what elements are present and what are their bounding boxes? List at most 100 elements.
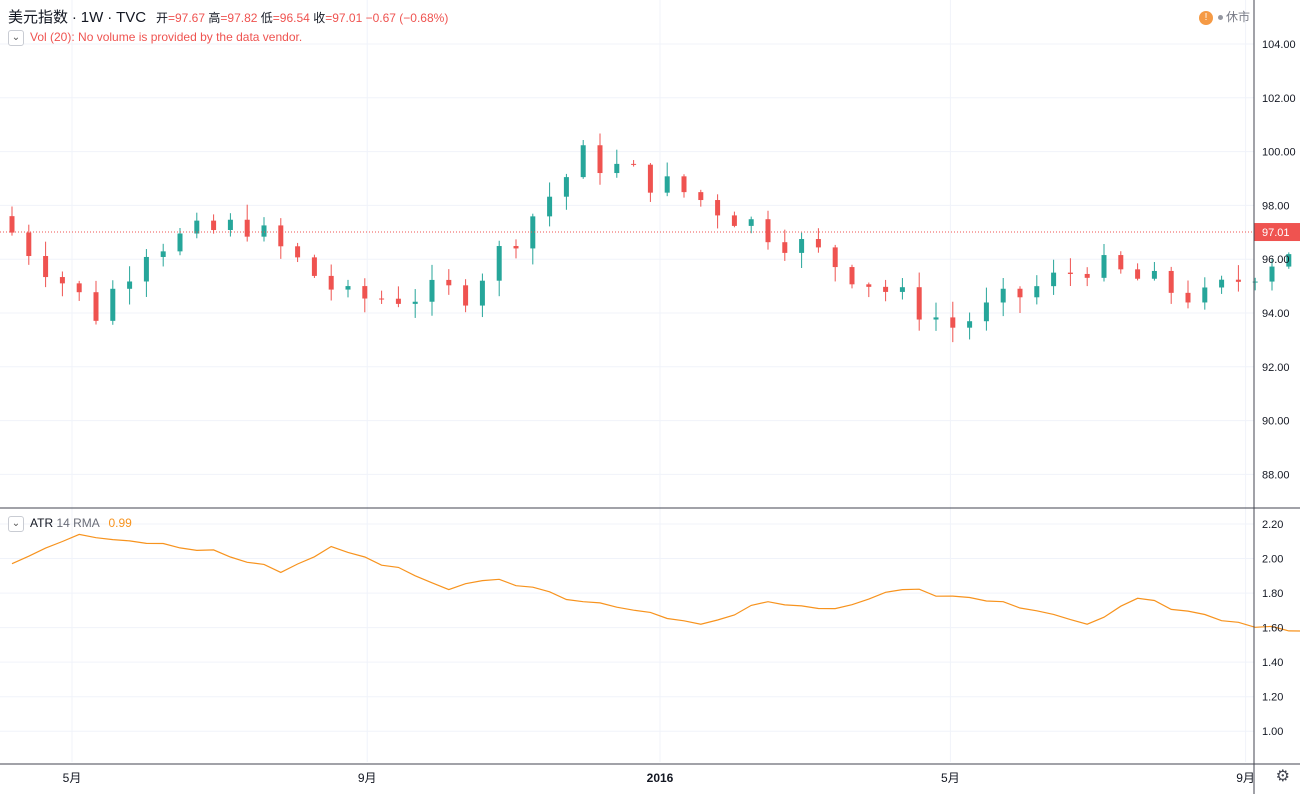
- candle-body: [160, 251, 166, 257]
- high-label: 高: [208, 11, 221, 25]
- price-tick-label: 98.00: [1262, 200, 1290, 212]
- atr-pane: [11, 533, 1300, 632]
- candle-body: [9, 216, 15, 233]
- candle-body: [765, 219, 771, 243]
- candle-body: [127, 281, 133, 289]
- candle-body: [1252, 281, 1258, 283]
- low-value: =96.54: [272, 11, 310, 25]
- candle-body: [76, 283, 82, 293]
- candle-body: [849, 267, 855, 285]
- low-label: 低: [260, 11, 273, 25]
- candle-body: [614, 163, 620, 174]
- open-value: =97.67: [167, 11, 206, 25]
- candle-body: [261, 225, 267, 237]
- chevron-down-icon[interactable]: ⌄: [8, 30, 24, 46]
- candle-body: [1235, 279, 1241, 282]
- candle-body: [278, 225, 284, 247]
- candle-body: [799, 239, 805, 253]
- candle-body: [379, 298, 385, 300]
- market-status-label: 休市: [1225, 10, 1250, 24]
- candle-body: [597, 145, 603, 174]
- candle-body: [345, 286, 351, 290]
- candle-body: [429, 279, 435, 302]
- candle-body: [1084, 273, 1090, 278]
- price-tick-label: 102.00: [1262, 93, 1296, 105]
- candle-body: [580, 145, 586, 178]
- candle-body: [1202, 287, 1208, 303]
- time-axis-label: 9月: [358, 771, 377, 785]
- open-label: 开: [155, 11, 168, 25]
- time-axis-label: 9月: [1236, 771, 1255, 785]
- candle-body: [530, 216, 536, 249]
- atr-value: 0.99: [108, 516, 132, 531]
- atr-tick-label: 1.80: [1262, 588, 1283, 600]
- legend-separator: ·: [71, 9, 77, 26]
- candle-body: [446, 279, 452, 286]
- candle-body: [1219, 279, 1225, 288]
- candle-body: [412, 301, 418, 304]
- candle-body: [950, 317, 956, 328]
- candle-body: [916, 287, 922, 320]
- gear-icon[interactable]: ⚙: [1275, 768, 1290, 785]
- time-axis-label: 5月: [63, 771, 82, 785]
- candle-body: [967, 321, 973, 328]
- time-axis-label: 5月: [941, 771, 960, 785]
- price-tick-label: 90.00: [1262, 416, 1290, 428]
- price-tick-label: 88.00: [1262, 469, 1290, 481]
- candle-body: [1135, 269, 1141, 279]
- candle-body: [513, 246, 519, 249]
- market-status[interactable]: ! 休市: [1198, 8, 1250, 25]
- atr-legend: ⌄ ATR 14 RMA 0.99: [8, 516, 132, 532]
- candle-body: [496, 246, 502, 281]
- ohlc-values: 开=97.67 高=97.82 低=96.54 收=97.01 −0.67 (−…: [156, 11, 448, 25]
- candle-body: [832, 247, 838, 268]
- price-tick-label: 94.00: [1262, 308, 1290, 320]
- candle-body: [395, 298, 401, 304]
- last-price-badge: [1254, 223, 1300, 242]
- interval[interactable]: 1W: [80, 9, 104, 26]
- candle-body: [547, 196, 553, 217]
- candle-body: [1151, 270, 1157, 279]
- candle-body: [899, 287, 905, 292]
- price-tick-label: 100.00: [1262, 147, 1296, 159]
- atr-tick-label: 2.00: [1262, 554, 1283, 566]
- atr-tick-label: 2.20: [1262, 519, 1283, 531]
- price-tick-label: 96.00: [1262, 254, 1290, 266]
- change-value: −0.67 (−0.68%): [365, 11, 449, 25]
- candle-body: [1168, 270, 1174, 293]
- candle-body: [563, 177, 569, 197]
- atr-tick-label: 1.60: [1262, 623, 1283, 635]
- chevron-down-icon[interactable]: ⌄: [8, 516, 24, 532]
- candle-body: [211, 220, 217, 231]
- candle-body: [715, 200, 721, 216]
- candle-body: [143, 256, 149, 282]
- candle-body: [227, 219, 233, 231]
- close-label: 收: [313, 11, 326, 25]
- main-legend: 美元指数 · 1W · TVC 开=97.67 高=97.82 低=96.54 …: [8, 6, 448, 27]
- candle-body: [731, 215, 737, 226]
- candle-body: [883, 286, 889, 292]
- candle-body: [110, 288, 116, 321]
- symbol-name[interactable]: 美元指数: [8, 9, 69, 26]
- price-tick-label: 92.00: [1262, 362, 1290, 374]
- warning-icon[interactable]: !: [1198, 10, 1213, 25]
- candle-body: [1101, 255, 1107, 278]
- candle-body: [1185, 292, 1191, 303]
- candle-body: [933, 317, 939, 320]
- candle-body: [311, 257, 317, 276]
- candle-body: [93, 292, 99, 321]
- atr-name[interactable]: ATR: [30, 516, 54, 531]
- candle-body: [328, 275, 334, 290]
- high-value: =97.82: [220, 11, 258, 25]
- candle-body: [1067, 272, 1073, 274]
- price-candles: [9, 133, 1292, 343]
- atr-tick-label: 1.40: [1262, 657, 1283, 669]
- candle-body: [177, 233, 183, 252]
- data-source: TVC: [116, 9, 147, 26]
- candle-body: [748, 219, 754, 226]
- candle-body: [664, 176, 670, 193]
- candle-body: [362, 286, 368, 299]
- volume-legend-text: Vol (20): No volume is provided by the d…: [30, 30, 303, 45]
